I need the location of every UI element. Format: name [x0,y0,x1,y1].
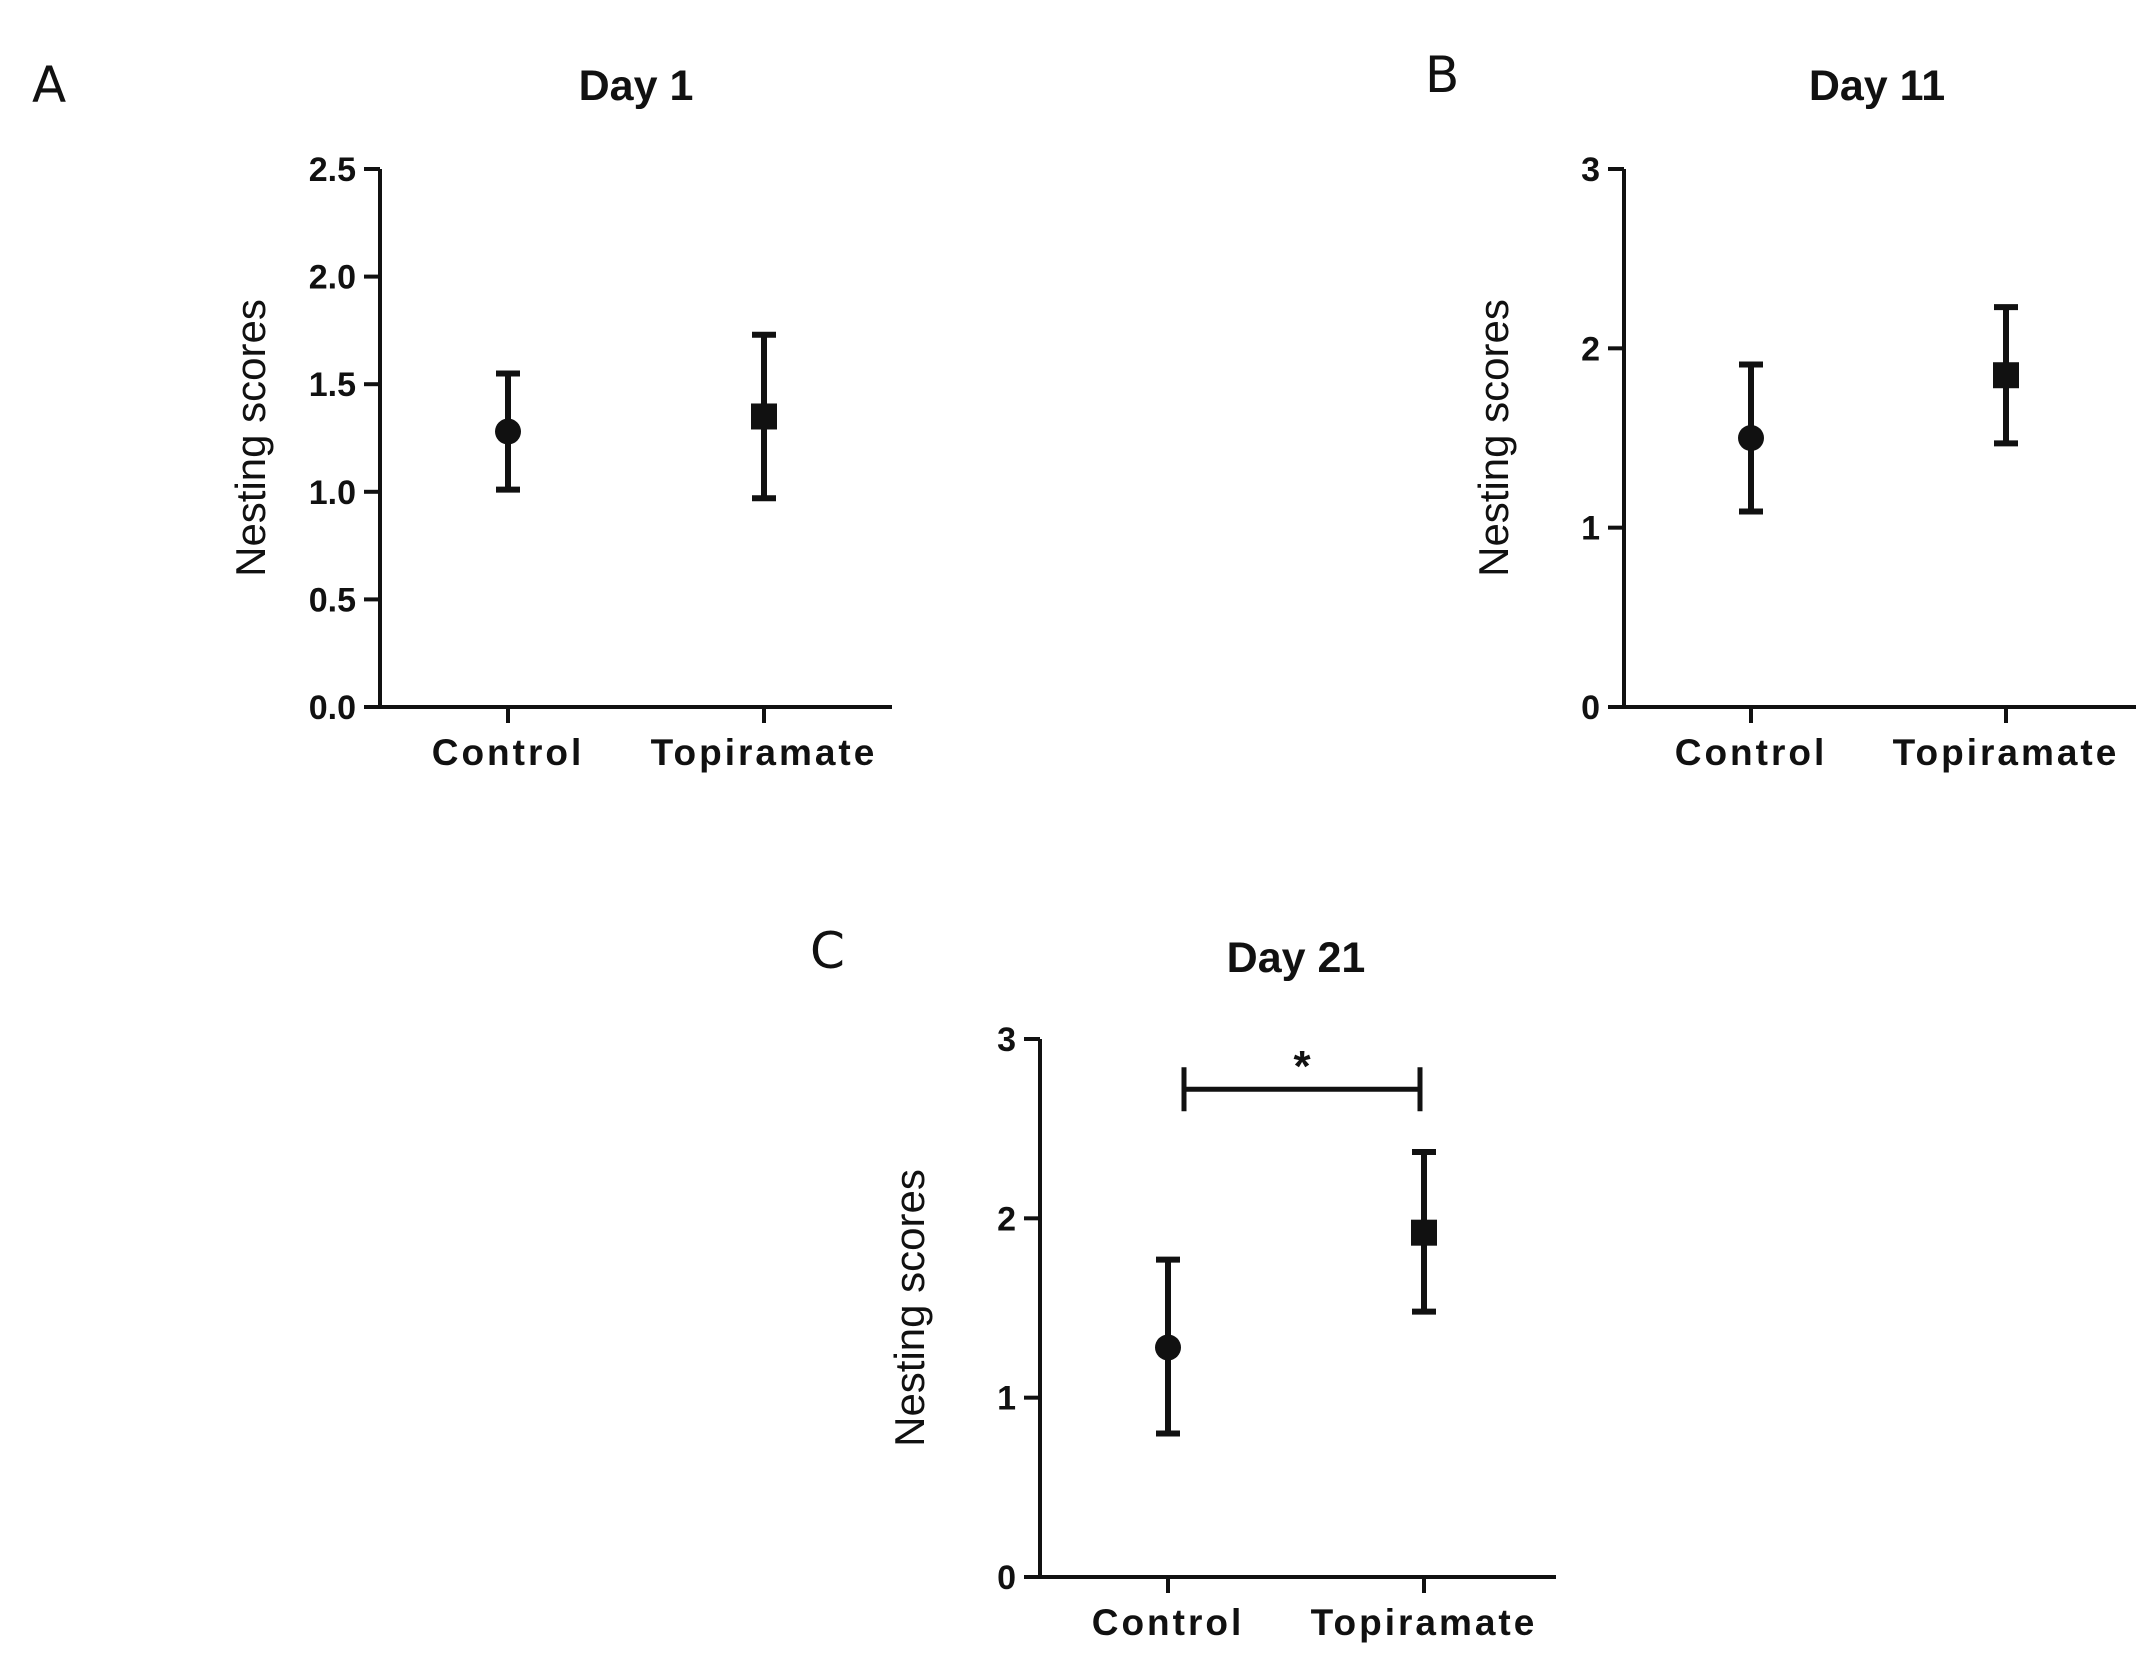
panel-letter: A [32,56,66,114]
x-category-label: Topiramate [1311,1602,1538,1643]
x-category-label: Control [1675,732,1828,773]
y-axis-label: Nesting scores [227,299,274,577]
y-tick-label: 2.0 [309,259,356,297]
y-tick-label: 1 [1581,510,1600,548]
y-tick-label: 3 [997,1021,1016,1059]
chart-title: Day 21 [1227,934,1366,982]
panel-letter: C [810,922,845,980]
x-category-label: Topiramate [1893,732,2120,773]
y-tick-label: 2 [1581,330,1600,368]
chart-panel-a: A Day 1 0.0 0.5 1.0 1.5 2.0 2.5 Nesting scores Co… [32,56,892,773]
chart-panel-b: B Day 11 0 1 2 3 Nesting scores Control Topirama… [1425,46,2136,773]
data-point-topiramate [751,403,777,430]
data-point-control [1155,1334,1181,1361]
x-category-label: Topiramate [651,732,878,773]
y-tick-label: 3 [1581,151,1600,189]
y-tick-label: 0 [997,1559,1016,1597]
panel-letter: B [1425,46,1459,104]
x-category-label: Control [432,732,585,773]
data-point-control [495,418,521,445]
y-tick-label: 1 [997,1380,1016,1418]
x-category-label: Control [1092,1602,1245,1643]
significance-star: * [1293,1042,1311,1091]
data-point-topiramate [1411,1219,1437,1246]
y-tick-label: 0 [1581,689,1600,727]
chart-title: Day 11 [1809,62,1945,110]
y-tick-label: 0.0 [309,689,356,727]
y-tick-label: 1.5 [309,366,356,404]
data-point-control [1738,425,1764,451]
y-tick-label: 0.5 [309,581,356,619]
y-tick-label: 2.5 [309,151,356,189]
y-axis-label: Nesting scores [886,1169,933,1447]
chart-title: Day 1 [579,62,694,110]
chart-panel-c: C Day 21 0 1 2 3 Nesting scores Control Topirama… [810,922,1556,1643]
y-axis-label: Nesting scores [1470,299,1517,577]
y-tick-label: 1.0 [309,474,356,512]
data-point-topiramate [1993,362,2019,389]
y-tick-label: 2 [997,1200,1016,1238]
